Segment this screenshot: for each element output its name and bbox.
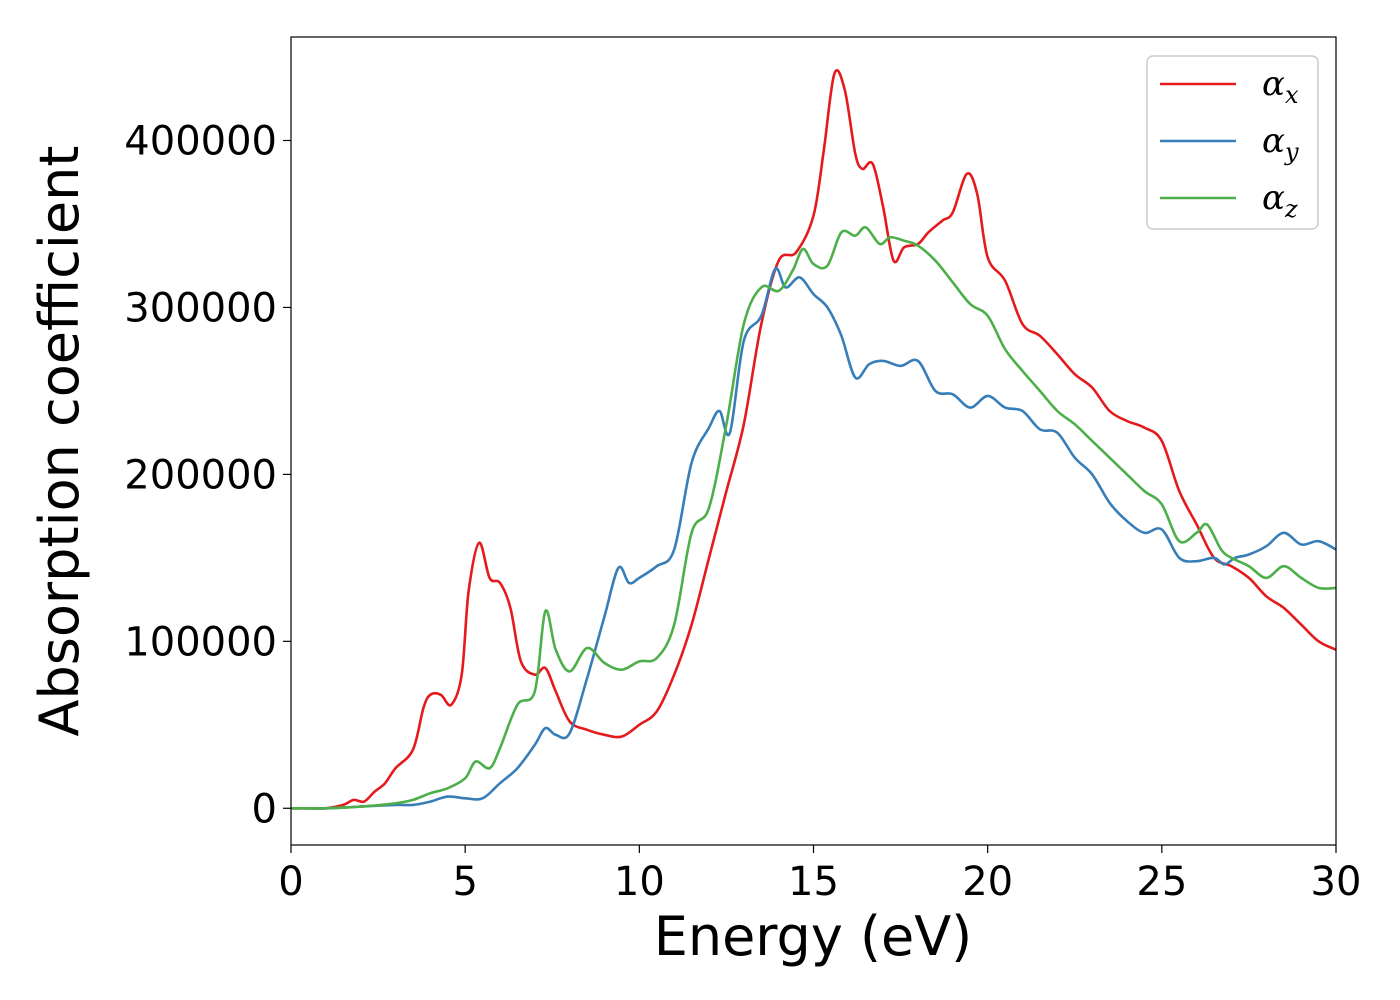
x-tick-label: 30 xyxy=(1311,859,1362,905)
y-tick-label: 0 xyxy=(252,786,277,832)
y-tick-label: 400000 xyxy=(124,119,277,165)
x-axis: 0 5 10 15 20 25 30 xyxy=(278,845,1361,905)
series-line-z xyxy=(290,225,1337,810)
x-tick-label: 5 xyxy=(452,859,477,905)
y-tick-label: 300000 xyxy=(124,285,277,331)
x-tick-label: 0 xyxy=(278,859,303,905)
x-tick-label: 20 xyxy=(962,859,1013,905)
y-tick-label: 200000 xyxy=(124,452,277,498)
legend-label-z: αz xyxy=(1262,178,1298,223)
series-lines xyxy=(290,69,1337,810)
legend: αx αy αz xyxy=(1146,55,1319,230)
y-axis: 0 100000 200000 300000 400000 xyxy=(124,119,291,832)
y-axis-label: Absorption coefficient xyxy=(28,146,91,737)
series-line-x xyxy=(291,69,1337,810)
series-line-y xyxy=(290,267,1337,810)
x-tick-label: 15 xyxy=(788,859,839,905)
x-tick-label: 10 xyxy=(614,859,665,905)
legend-box xyxy=(1146,55,1319,230)
legend-label-x: αx xyxy=(1262,64,1299,109)
legend-label-y: αy xyxy=(1262,121,1299,166)
x-axis-label: Energy (eV) xyxy=(654,905,973,968)
y-tick-label: 100000 xyxy=(124,619,277,665)
x-tick-label: 25 xyxy=(1136,859,1187,905)
